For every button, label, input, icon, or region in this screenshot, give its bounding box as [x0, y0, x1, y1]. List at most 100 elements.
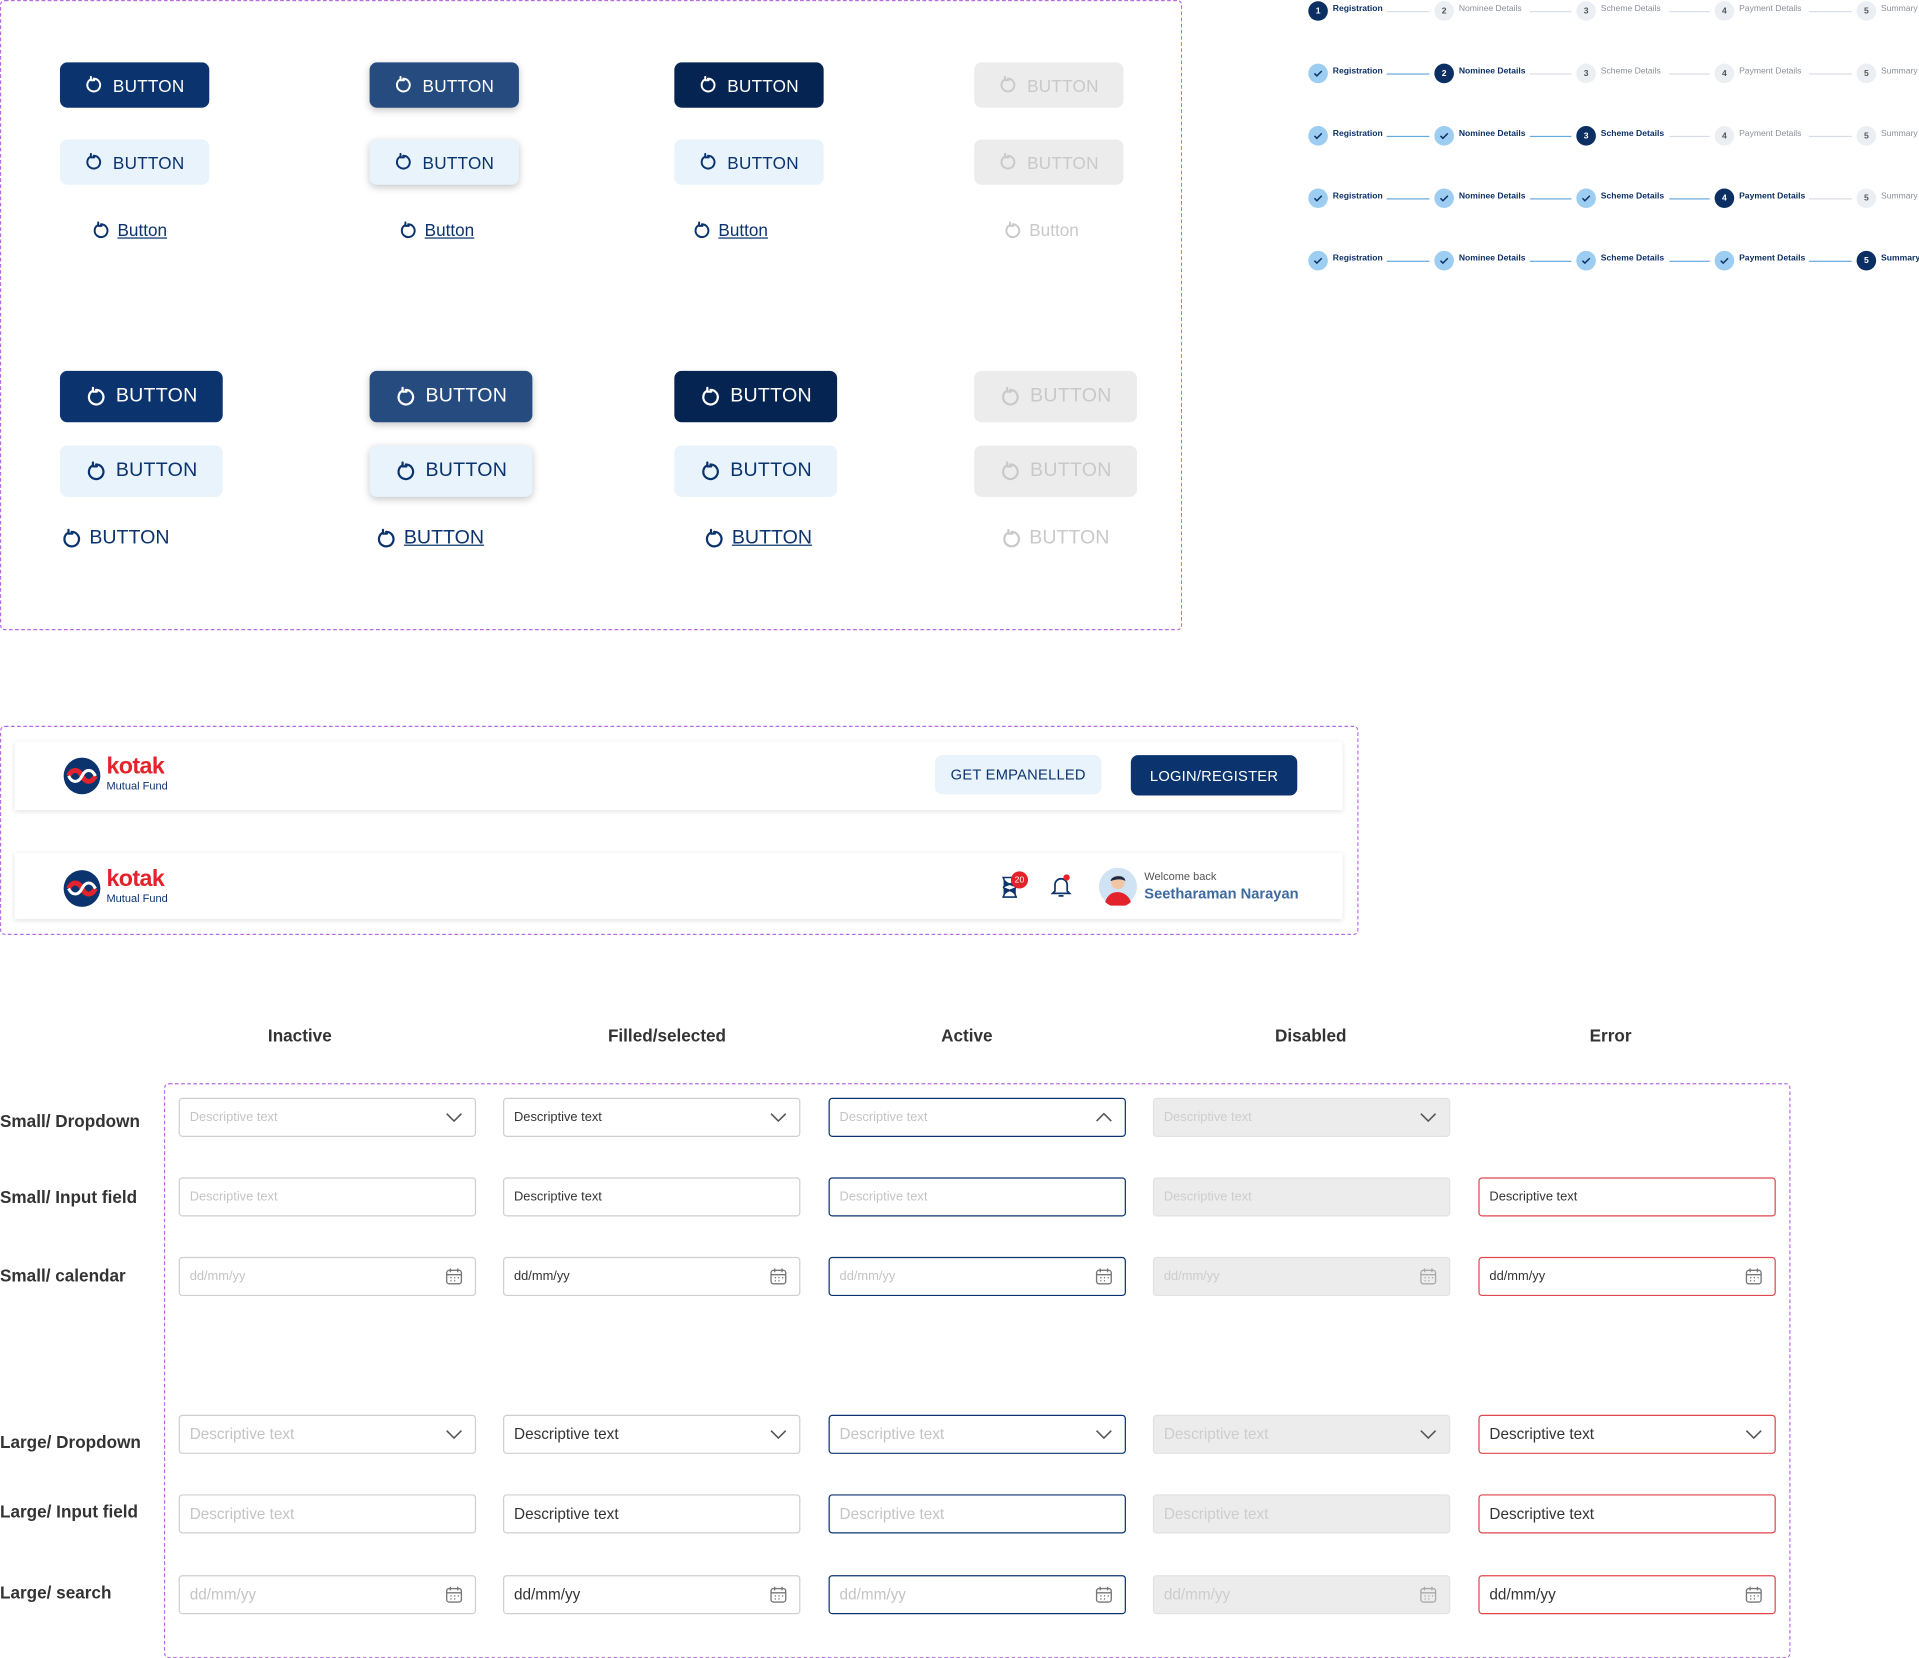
- secondary-button[interactable]: BUTTON: [59, 445, 223, 497]
- field-text: dd/mm/yy: [1163, 1586, 1231, 1604]
- input-field[interactable]: Descriptive text: [1478, 1494, 1776, 1534]
- icon-part: [701, 462, 719, 480]
- icon-part: [701, 154, 716, 170]
- button-label: GET EMPANELLED: [950, 766, 1086, 784]
- icon-part: [86, 154, 102, 170]
- login-button[interactable]: LOGIN/REGISTER: [1130, 755, 1298, 796]
- link-button[interactable]: Button: [693, 217, 768, 244]
- dropdown[interactable]: Descriptive text: [503, 1097, 801, 1137]
- icon-part: [446, 1269, 463, 1285]
- date-field[interactable]: dd/mm/yy: [828, 1256, 1126, 1297]
- refresh-icon: [396, 75, 412, 93]
- primary-button[interactable]: BUTTON: [369, 62, 519, 108]
- bell-icon[interactable]: [1050, 874, 1072, 898]
- icon-part: [90, 75, 96, 82]
- refresh-icon: [397, 386, 414, 405]
- chevron-icon: [446, 1430, 462, 1440]
- date-field[interactable]: dd/mm/yy: [1478, 1575, 1776, 1615]
- icon-part: [771, 1586, 786, 1600]
- link-button[interactable]: BUTTON: [704, 525, 812, 552]
- icon-part: [1096, 1430, 1112, 1440]
- step-number: 2: [1441, 69, 1447, 78]
- step-label: Scheme Details: [1600, 4, 1661, 14]
- dropdown: Descriptive text: [1152, 1097, 1451, 1137]
- icon-part: [399, 152, 406, 159]
- input-field[interactable]: Descriptive text: [503, 1494, 801, 1534]
- link-button[interactable]: BUTTON: [376, 525, 484, 552]
- dropdown[interactable]: Descriptive text: [178, 1414, 477, 1454]
- icon-part: [87, 388, 105, 405]
- dropdown[interactable]: Descriptive text: [503, 1414, 801, 1454]
- secondary-button[interactable]: BUTTON: [674, 139, 824, 185]
- date-field[interactable]: dd/mm/yy: [503, 1575, 801, 1615]
- icon-part: [1420, 1586, 1436, 1600]
- row-label: Small/ Input field: [0, 1187, 138, 1207]
- date-field[interactable]: dd/mm/yy: [828, 1575, 1126, 1615]
- field-text: Descriptive text: [1489, 1425, 1595, 1443]
- empanel-button[interactable]: GET EMPANELLED: [935, 755, 1102, 795]
- field-text: Descriptive text: [839, 1110, 928, 1125]
- icon-part: [704, 152, 710, 159]
- link-button[interactable]: Button: [92, 217, 167, 244]
- input-field[interactable]: Descriptive text: [178, 1494, 477, 1534]
- field-text: Descriptive text: [514, 1425, 619, 1443]
- input-field[interactable]: Descriptive text: [1478, 1177, 1776, 1217]
- refresh-icon: [701, 460, 719, 480]
- input-field[interactable]: Descriptive text: [828, 1494, 1126, 1534]
- icon-part: [1095, 1269, 1112, 1285]
- step-circle: [1308, 63, 1328, 84]
- calendar-icon: [1095, 1586, 1112, 1603]
- date-field[interactable]: dd/mm/yy: [503, 1256, 801, 1297]
- primary-button[interactable]: BUTTON: [674, 370, 838, 423]
- secondary-button[interactable]: BUTTON: [59, 139, 210, 185]
- step-connector: [1386, 198, 1430, 200]
- link-button: Button: [1004, 217, 1079, 244]
- field-text: dd/mm/yy: [189, 1586, 257, 1604]
- icon-part: [1420, 1268, 1436, 1282]
- step-number: 5: [1863, 256, 1869, 265]
- step-label: Registration: [1332, 192, 1383, 201]
- dropdown[interactable]: Descriptive text: [1478, 1414, 1776, 1454]
- button-label: BUTTON: [425, 385, 508, 407]
- logo-emblem: [63, 870, 101, 907]
- date-field[interactable]: dd/mm/yy: [178, 1575, 477, 1615]
- secondary-button[interactable]: BUTTON: [674, 445, 838, 497]
- primary-button[interactable]: BUTTON: [59, 62, 210, 108]
- step-circle: [1576, 250, 1596, 271]
- icon-part: [404, 220, 410, 227]
- icon-part: [1745, 1587, 1762, 1603]
- step-circle: 5: [1856, 1, 1877, 21]
- check-icon: [1439, 195, 1449, 202]
- dropdown[interactable]: Descriptive text: [828, 1097, 1126, 1137]
- dropdown[interactable]: Descriptive text: [828, 1414, 1126, 1454]
- step-label: Nominee Details: [1458, 129, 1526, 139]
- refresh-icon: [63, 528, 81, 547]
- dropdown[interactable]: Descriptive text: [178, 1097, 477, 1137]
- input-field[interactable]: Descriptive text: [178, 1177, 477, 1217]
- input-field[interactable]: Descriptive text: [503, 1177, 801, 1217]
- link-button[interactable]: Button: [399, 217, 474, 244]
- input-field[interactable]: Descriptive text: [828, 1177, 1126, 1217]
- icon-part: [86, 77, 102, 93]
- refresh-icon: [93, 220, 109, 238]
- icon-part: [704, 75, 710, 82]
- badge-count: 20: [1014, 875, 1025, 885]
- primary-button[interactable]: BUTTON: [674, 62, 824, 108]
- step-circle: 5: [1856, 188, 1877, 209]
- secondary-button[interactable]: BUTTON: [369, 445, 533, 497]
- date-field[interactable]: dd/mm/yy: [178, 1256, 477, 1297]
- icon-part: [1004, 152, 1010, 159]
- field-text: Descriptive text: [189, 1110, 278, 1125]
- date-field[interactable]: dd/mm/yy: [1478, 1256, 1776, 1297]
- check-icon: [1720, 257, 1729, 265]
- calendar-icon: [770, 1586, 787, 1603]
- link-button[interactable]: BUTTON: [61, 525, 169, 552]
- avatar[interactable]: [1099, 867, 1137, 906]
- icon-part: [1005, 386, 1012, 393]
- primary-button[interactable]: BUTTON: [369, 370, 533, 423]
- field-text: Descriptive text: [839, 1505, 945, 1523]
- icon-part: [1105, 892, 1131, 906]
- primary-button[interactable]: BUTTON: [59, 370, 223, 423]
- secondary-button[interactable]: BUTTON: [369, 139, 519, 185]
